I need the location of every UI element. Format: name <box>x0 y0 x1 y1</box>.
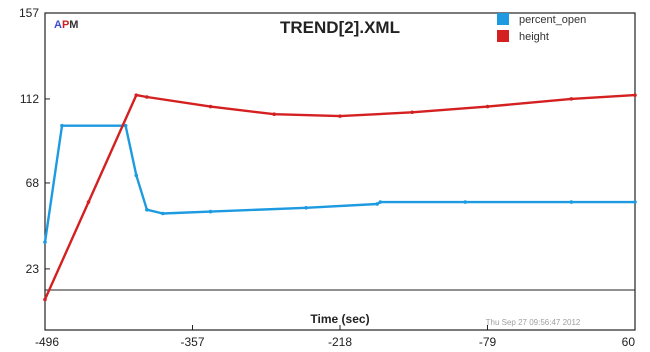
data-point-percent-open <box>208 209 213 214</box>
y-tick-label: 68 <box>26 176 40 190</box>
x-tick-label: -496 <box>35 335 59 349</box>
y-tick-label: 157 <box>19 6 39 20</box>
data-point-percent-open <box>145 207 149 212</box>
data-point-height <box>485 104 490 109</box>
data-point-height <box>272 112 277 117</box>
data-point-height <box>338 114 342 118</box>
data-point-percent-open <box>569 200 574 204</box>
data-point-percent-open <box>123 123 128 128</box>
data-point-percent-open <box>378 200 383 204</box>
data-point-height <box>633 93 637 97</box>
data-point-height <box>208 104 213 109</box>
y-axis-ticks: 23 68 112 157 <box>19 6 50 276</box>
x-tick-label: -218 <box>328 335 352 349</box>
data-point-percent-open <box>134 173 139 178</box>
data-point-percent-open <box>160 211 165 216</box>
data-point-height <box>569 97 574 101</box>
data-point-percent-open <box>463 200 468 204</box>
logo-letter-a: A <box>54 19 62 31</box>
legend-swatch-percent-open <box>497 13 509 25</box>
data-point-height <box>410 110 414 115</box>
apm-logo: APM <box>54 19 78 31</box>
x-axis-ticks: -496 -357 -218 -79 60 <box>35 325 636 349</box>
data-point-percent-open <box>375 202 379 206</box>
data-point-percent-open <box>633 200 637 204</box>
data-point-percent-open <box>43 240 47 244</box>
x-tick-label: -79 <box>479 335 497 349</box>
data-point-height <box>86 200 91 204</box>
x-tick-label: 60 <box>622 335 636 349</box>
x-tick-label: -357 <box>180 335 204 349</box>
data-point-percent-open <box>60 123 64 128</box>
legend-label-height: height <box>519 31 549 43</box>
chart-title: TREND[2].XML <box>280 18 400 37</box>
x-axis-label: Time (sec) <box>310 312 369 326</box>
series-layer <box>43 93 637 302</box>
legend-swatch-height <box>497 30 509 42</box>
y-tick-label: 112 <box>20 92 39 106</box>
data-point-height <box>145 95 149 99</box>
data-point-height <box>43 297 47 302</box>
legend-label-percent-open: percent_open <box>519 14 586 26</box>
logo-letter-p: P <box>62 19 69 31</box>
plot-frame <box>44 12 636 331</box>
y-tick-label: 23 <box>26 262 40 276</box>
data-point-height <box>134 93 139 97</box>
data-point-percent-open <box>304 205 308 210</box>
timestamp: Thu Sep 27 09:56:47 2012 <box>486 318 581 327</box>
logo-letter-m: M <box>69 19 78 31</box>
